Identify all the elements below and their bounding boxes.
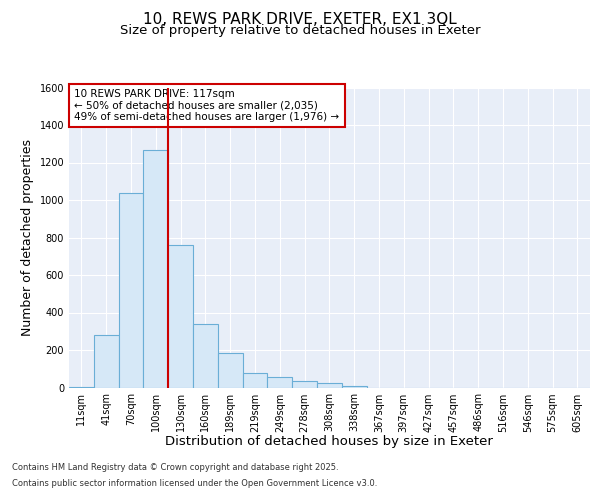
X-axis label: Distribution of detached houses by size in Exeter: Distribution of detached houses by size … — [166, 434, 493, 448]
Text: 10 REWS PARK DRIVE: 117sqm
← 50% of detached houses are smaller (2,035)
49% of s: 10 REWS PARK DRIVE: 117sqm ← 50% of deta… — [74, 89, 340, 122]
Bar — [69, 386, 94, 388]
Bar — [193, 324, 218, 388]
Bar — [342, 386, 367, 388]
Bar — [119, 192, 143, 388]
Text: Contains HM Land Registry data © Crown copyright and database right 2025.: Contains HM Land Registry data © Crown c… — [12, 464, 338, 472]
Text: Size of property relative to detached houses in Exeter: Size of property relative to detached ho… — [120, 24, 480, 37]
Bar — [292, 381, 317, 388]
Bar — [242, 372, 268, 388]
Text: 10, REWS PARK DRIVE, EXETER, EX1 3QL: 10, REWS PARK DRIVE, EXETER, EX1 3QL — [143, 12, 457, 28]
Bar — [143, 150, 168, 388]
Bar — [268, 377, 292, 388]
Bar — [168, 245, 193, 388]
Text: Contains public sector information licensed under the Open Government Licence v3: Contains public sector information licen… — [12, 478, 377, 488]
Bar — [317, 383, 342, 388]
Bar — [218, 353, 242, 388]
Y-axis label: Number of detached properties: Number of detached properties — [21, 139, 34, 336]
Bar — [94, 335, 119, 388]
